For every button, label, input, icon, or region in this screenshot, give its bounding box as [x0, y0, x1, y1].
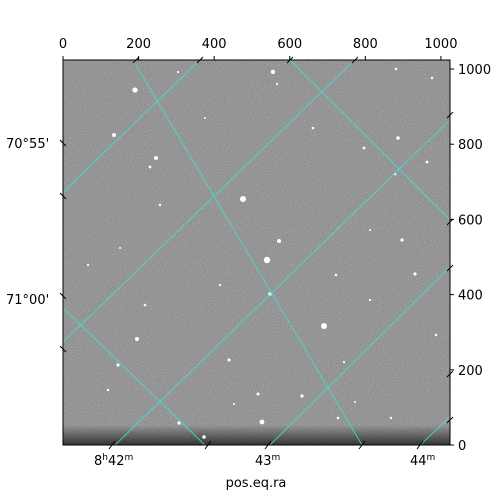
grid-line — [63, 60, 201, 193]
world-tick — [351, 56, 359, 64]
star — [158, 203, 162, 207]
star — [354, 401, 356, 403]
star — [369, 229, 371, 231]
y-tick-label: 1000 — [458, 63, 491, 78]
star — [233, 403, 235, 405]
coordinate-grid — [63, 60, 450, 445]
star — [240, 196, 246, 202]
ra-tick-label: 44m — [410, 453, 435, 469]
star — [342, 360, 346, 364]
y-tick-label: 600 — [458, 213, 483, 228]
star — [154, 156, 158, 160]
star — [400, 238, 404, 242]
star — [119, 247, 121, 249]
star — [425, 160, 429, 164]
star — [430, 76, 434, 80]
world-tick — [446, 111, 454, 119]
grid-line — [419, 416, 450, 445]
star — [148, 165, 152, 169]
dec-tick-label: 70°55' — [6, 137, 49, 152]
x-tick-label: 0 — [59, 37, 67, 52]
grid-line — [132, 60, 363, 445]
dec-tick — [59, 192, 67, 200]
world-tick — [132, 56, 140, 64]
star — [389, 416, 393, 420]
star — [204, 117, 206, 119]
star — [321, 323, 327, 329]
ra-tick-label: 43m — [255, 453, 280, 469]
stars-layer — [86, 67, 438, 439]
ra-tick-label: 8h42m — [94, 453, 133, 469]
pixel-tick-labels: 0 200 400 600 800 1000 0 200 400 600 800 1000 — [59, 37, 491, 454]
axis-ticks — [59, 56, 454, 450]
star — [434, 333, 438, 337]
world-tick — [286, 56, 294, 64]
x-tick-label: 600 — [277, 37, 302, 52]
y-tick-label: 0 — [458, 439, 466, 454]
grid-line — [289, 60, 450, 221]
star — [132, 87, 138, 93]
y-tick-label: 400 — [458, 289, 483, 304]
world-tick — [446, 416, 454, 424]
grid-line — [114, 119, 450, 445]
star — [256, 392, 260, 396]
x-tick-label: 1000 — [424, 37, 457, 52]
sky-image — [63, 60, 450, 445]
star — [368, 298, 372, 302]
ra-tick — [264, 440, 272, 450]
star — [177, 421, 181, 425]
star — [311, 126, 315, 130]
ra-tick — [416, 440, 424, 450]
star — [106, 388, 110, 392]
star — [112, 133, 116, 137]
dec-tick — [59, 345, 67, 353]
star — [218, 283, 222, 287]
star — [135, 337, 139, 341]
x-tick-label: 800 — [353, 37, 378, 52]
star — [202, 435, 206, 439]
grid-line — [269, 266, 450, 445]
star — [394, 67, 398, 71]
plot-frame — [62, 59, 451, 446]
star — [300, 394, 304, 398]
y-tick-label: 200 — [458, 364, 483, 379]
star — [334, 273, 338, 277]
star — [362, 146, 366, 150]
world-tick — [446, 218, 454, 226]
star — [275, 82, 279, 86]
star — [263, 256, 271, 264]
world-tick — [446, 370, 454, 378]
star — [396, 136, 400, 140]
star — [86, 263, 90, 267]
star — [116, 363, 120, 367]
world-tick — [196, 56, 204, 64]
star — [143, 303, 147, 307]
world-tick — [446, 264, 454, 272]
dec-tick — [59, 139, 67, 147]
ra-tick — [108, 440, 116, 450]
x-tick-label: 400 — [202, 37, 227, 52]
y-tick-label: 800 — [458, 138, 483, 153]
star — [336, 416, 340, 420]
ra-tick — [204, 440, 212, 450]
grid-line — [63, 60, 356, 343]
dec-tick-label: 71°00' — [6, 293, 49, 308]
ra-tick — [358, 440, 366, 450]
star — [270, 69, 276, 75]
x-axis-label: pos.eq.ra — [226, 476, 287, 491]
star — [176, 70, 180, 74]
x-tick-label: 200 — [126, 37, 151, 52]
star — [413, 272, 417, 276]
star — [259, 419, 265, 425]
dec-tick — [59, 292, 67, 300]
star — [277, 239, 281, 243]
star — [227, 358, 231, 362]
